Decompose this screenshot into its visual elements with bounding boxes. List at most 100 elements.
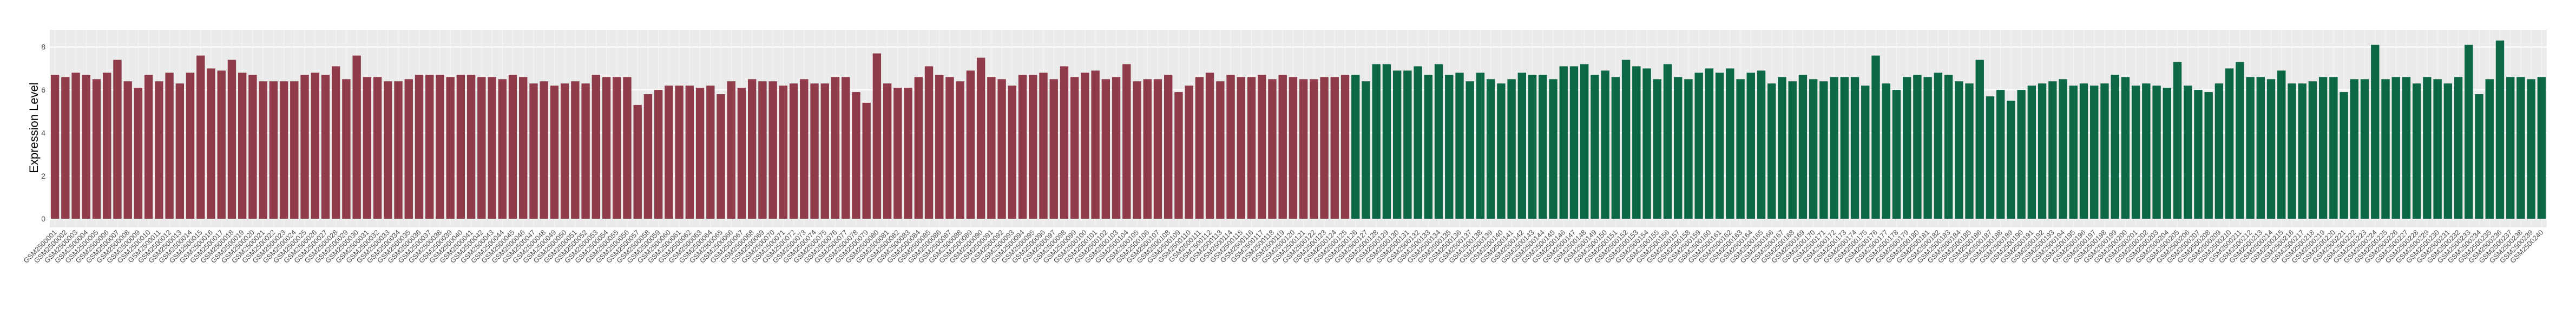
bar — [1497, 83, 1506, 219]
y-tick-label: 0 — [41, 214, 45, 223]
bar — [842, 77, 850, 219]
bar — [1517, 73, 1527, 219]
bar — [436, 75, 444, 219]
bar — [1174, 92, 1183, 219]
bar — [2236, 62, 2244, 219]
bar — [82, 75, 90, 219]
bar — [1653, 79, 1661, 219]
bar — [1143, 79, 1152, 219]
bar — [2194, 90, 2203, 219]
bar — [352, 55, 361, 219]
bar — [425, 75, 434, 219]
bar — [675, 86, 684, 219]
bar — [602, 77, 611, 219]
bar — [2423, 77, 2432, 219]
bar — [706, 86, 715, 219]
bar — [2163, 88, 2171, 219]
bar — [820, 83, 829, 219]
bar — [1382, 64, 1391, 219]
bar — [1289, 77, 1298, 219]
bar — [2069, 86, 2078, 219]
bar — [529, 83, 538, 219]
bar — [1923, 77, 1932, 219]
bar — [2121, 77, 2130, 219]
bar — [893, 88, 902, 219]
bar — [2433, 79, 2442, 219]
bar — [1819, 81, 1828, 219]
bar — [1133, 81, 1141, 219]
bar — [1809, 79, 1818, 219]
bar — [581, 83, 590, 219]
bar — [872, 53, 882, 219]
bar — [1601, 70, 1609, 219]
plot-background — [50, 30, 2547, 227]
bar — [1372, 64, 1381, 219]
bar — [1621, 60, 1631, 219]
bar — [1850, 77, 1859, 219]
bar — [2381, 79, 2390, 219]
bar — [71, 73, 80, 219]
bar — [758, 81, 767, 219]
bar — [2371, 44, 2380, 219]
bar — [2079, 83, 2088, 219]
bar — [560, 83, 569, 219]
bar — [2308, 81, 2317, 219]
bar — [904, 88, 912, 219]
bar — [1362, 81, 1370, 219]
bar — [1986, 96, 1995, 219]
bar — [2516, 77, 2525, 219]
bar — [935, 75, 944, 219]
bar — [1247, 77, 1256, 219]
bar — [966, 70, 975, 219]
bar — [1310, 79, 1318, 219]
bar — [831, 77, 840, 219]
bar — [2360, 79, 2369, 219]
bar — [446, 77, 455, 219]
bar — [2475, 94, 2483, 219]
bar — [1580, 64, 1589, 219]
bar — [1049, 79, 1058, 219]
bar — [1455, 73, 1464, 219]
bar — [1112, 77, 1121, 219]
bar — [1902, 77, 1911, 219]
bar — [883, 83, 892, 219]
bar — [1549, 79, 1558, 219]
bar — [1237, 77, 1245, 219]
bar — [550, 86, 559, 219]
bar — [1258, 75, 1266, 219]
bar — [1934, 73, 1943, 219]
bar — [685, 86, 694, 219]
bar — [956, 81, 964, 219]
bar — [540, 81, 548, 219]
bar — [311, 73, 319, 219]
bar — [1611, 77, 1620, 219]
bar — [2027, 86, 2036, 219]
bar — [113, 60, 122, 219]
bar — [217, 70, 226, 219]
bar — [1767, 83, 1776, 219]
bar — [1476, 73, 1485, 219]
bar — [1715, 73, 1724, 219]
bar — [1757, 70, 1766, 219]
bar — [2131, 86, 2140, 219]
bar — [165, 73, 174, 219]
bar — [1414, 66, 1422, 219]
bar — [321, 75, 330, 219]
bar — [789, 83, 798, 219]
bar — [747, 79, 757, 219]
bar — [2402, 77, 2411, 219]
bar — [1101, 79, 1110, 219]
y-axis-title: Expression Level — [27, 82, 41, 173]
bar — [2527, 79, 2535, 219]
bar — [2111, 75, 2119, 219]
bar — [1029, 75, 1037, 219]
bar — [2277, 70, 2286, 219]
bar — [768, 81, 777, 219]
bar — [2225, 68, 2234, 219]
bar — [207, 68, 215, 219]
bar — [1996, 90, 2005, 219]
bar — [862, 102, 871, 219]
bar — [175, 83, 185, 219]
bar — [1840, 77, 1849, 219]
